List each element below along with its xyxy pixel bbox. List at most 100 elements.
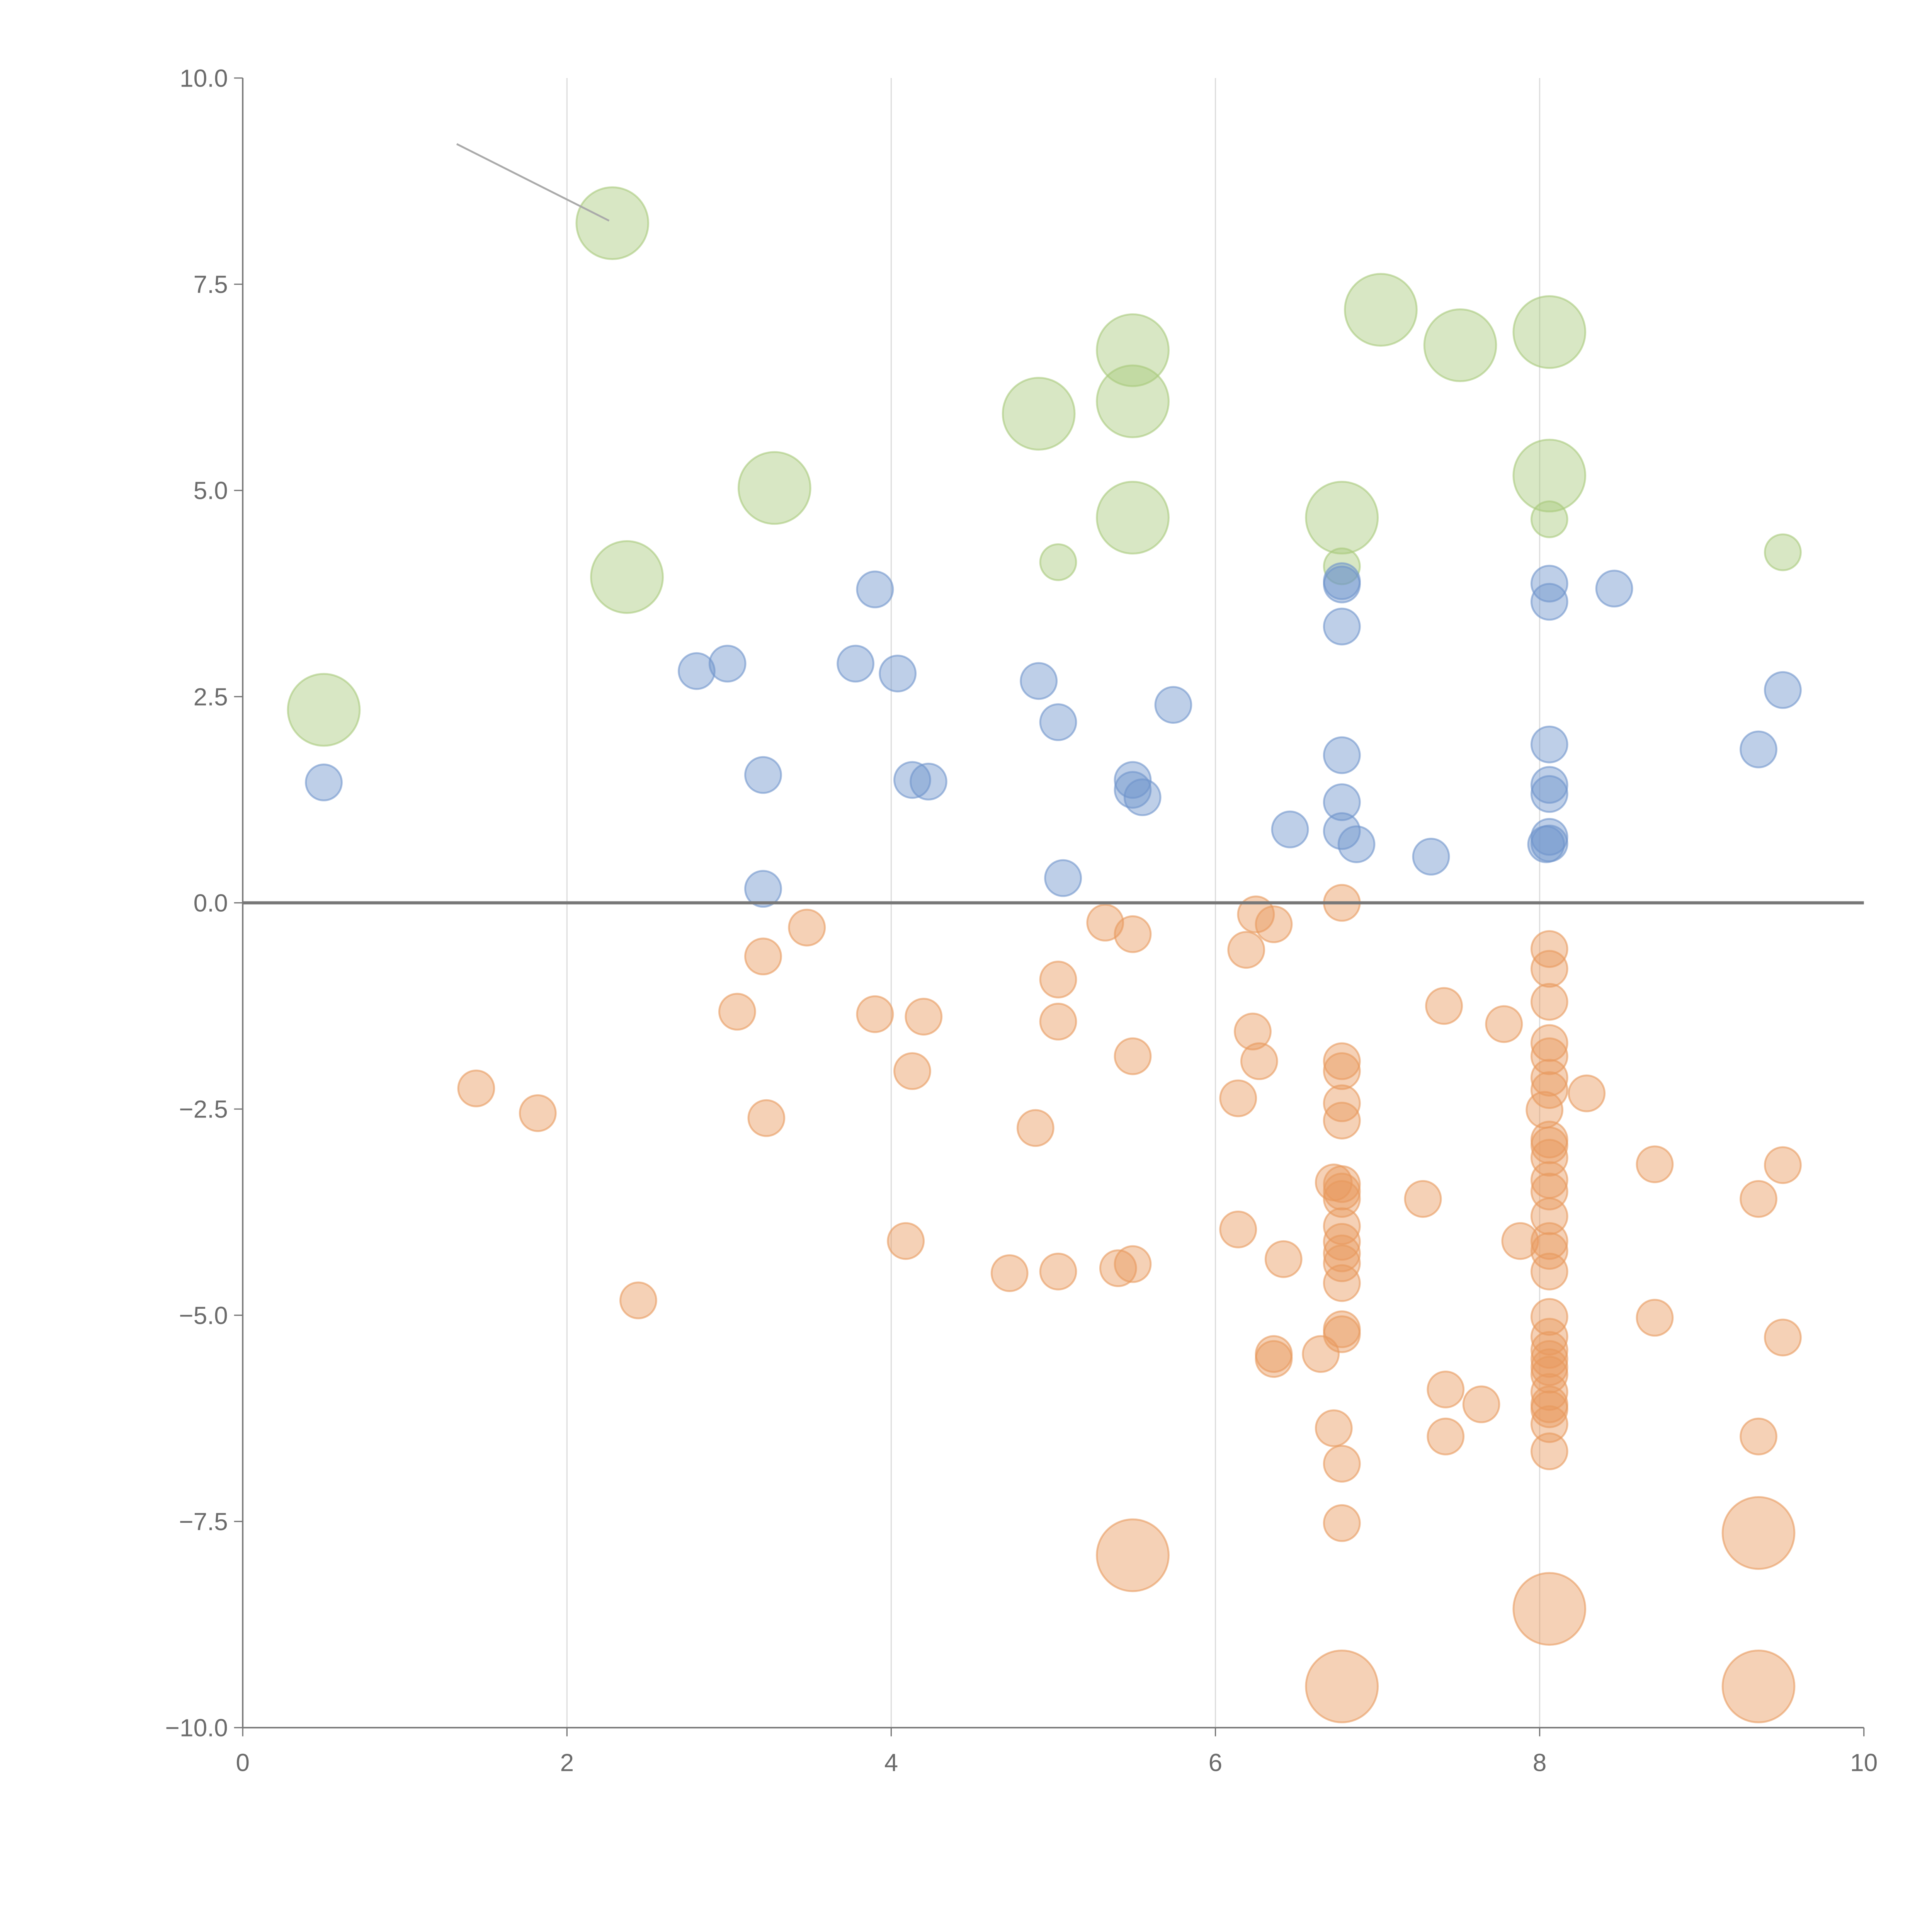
point-blue bbox=[1323, 783, 1361, 821]
point-green bbox=[1764, 533, 1802, 571]
point-orange bbox=[1240, 1042, 1278, 1080]
y-tick: 10.0 bbox=[180, 64, 243, 92]
point-orange bbox=[1323, 1102, 1361, 1139]
point-orange bbox=[1530, 1126, 1568, 1164]
point-orange bbox=[1530, 1390, 1568, 1429]
point-orange bbox=[1302, 1335, 1340, 1373]
point-orange bbox=[1234, 1012, 1272, 1051]
point-orange bbox=[1323, 1445, 1361, 1483]
point-blue bbox=[837, 645, 874, 683]
point-green bbox=[590, 540, 664, 614]
point-orange bbox=[1404, 1180, 1442, 1218]
y-tick-label: 0.0 bbox=[194, 889, 228, 917]
point-blue bbox=[1323, 812, 1361, 850]
point-blue bbox=[1530, 766, 1568, 804]
point-orange bbox=[1530, 950, 1568, 988]
y-tick: −2.5 bbox=[179, 1095, 243, 1123]
annotation-line bbox=[456, 143, 610, 222]
x-tick: 2 bbox=[560, 1728, 574, 1776]
x-tick: 10 bbox=[1850, 1728, 1878, 1776]
point-orange bbox=[1764, 1146, 1802, 1184]
point-orange bbox=[1530, 1318, 1568, 1356]
point-orange bbox=[1530, 1405, 1568, 1443]
y-tick-label: −2.5 bbox=[179, 1095, 228, 1123]
point-blue bbox=[678, 652, 716, 690]
point-blue bbox=[1740, 730, 1777, 769]
point-orange bbox=[1219, 1210, 1257, 1248]
x-tick: 4 bbox=[884, 1728, 898, 1776]
point-orange bbox=[1530, 1298, 1568, 1336]
point-orange bbox=[1323, 1234, 1361, 1272]
point-orange bbox=[1530, 930, 1568, 968]
point-orange bbox=[1721, 1650, 1796, 1723]
point-orange bbox=[1323, 1315, 1361, 1353]
point-orange bbox=[1530, 1059, 1568, 1097]
point-blue bbox=[1123, 778, 1162, 816]
point-orange bbox=[744, 937, 782, 976]
point-orange bbox=[1485, 1005, 1523, 1043]
point-green bbox=[287, 673, 361, 747]
point-blue bbox=[744, 756, 782, 794]
point-orange bbox=[1530, 1232, 1568, 1270]
point-blue bbox=[1323, 607, 1361, 646]
point-blue bbox=[910, 762, 947, 801]
point-orange bbox=[905, 998, 943, 1036]
axes: 10.0 7.5 5.0 2.5 0.0 −2.5 −5.0 −7.5 −10.0 0 2 4 6 8 10 bbox=[165, 64, 1878, 1776]
y-tick: 0.0 bbox=[194, 889, 243, 917]
point-orange bbox=[747, 1099, 786, 1137]
point-orange bbox=[1636, 1299, 1674, 1337]
y-tick: −5.0 bbox=[179, 1301, 243, 1329]
point-orange bbox=[1305, 1650, 1379, 1723]
point-orange bbox=[1427, 1417, 1465, 1456]
point-orange bbox=[1323, 1504, 1361, 1542]
point-orange bbox=[1219, 1079, 1257, 1117]
point-green bbox=[1039, 543, 1077, 581]
data-points bbox=[287, 186, 1802, 1723]
point-green bbox=[1096, 364, 1170, 439]
point-orange bbox=[1039, 1003, 1077, 1041]
point-blue bbox=[1595, 570, 1633, 608]
point-orange bbox=[1323, 1223, 1361, 1261]
point-orange bbox=[1323, 1207, 1361, 1245]
point-orange bbox=[990, 1254, 1029, 1292]
y-tick: 7.5 bbox=[194, 270, 243, 298]
point-orange bbox=[1530, 983, 1568, 1021]
point-orange bbox=[1530, 1037, 1568, 1075]
x-tick-label: 8 bbox=[1533, 1748, 1547, 1776]
point-green bbox=[575, 186, 650, 260]
y-tick-label: 10.0 bbox=[180, 64, 228, 92]
point-orange bbox=[1764, 1318, 1802, 1357]
point-orange bbox=[1568, 1074, 1606, 1112]
point-blue bbox=[1020, 662, 1058, 700]
point-orange bbox=[1114, 915, 1152, 953]
x-tick: 8 bbox=[1533, 1728, 1547, 1776]
point-orange bbox=[856, 995, 894, 1033]
point-orange bbox=[1227, 931, 1265, 969]
point-blue bbox=[879, 655, 917, 692]
point-blue bbox=[1764, 671, 1802, 709]
point-orange bbox=[1315, 1409, 1353, 1447]
point-orange bbox=[457, 1069, 495, 1107]
point-orange bbox=[1099, 1249, 1137, 1287]
point-orange bbox=[1323, 1244, 1361, 1282]
x-tick-label: 2 bbox=[560, 1748, 574, 1776]
point-blue bbox=[708, 645, 747, 683]
point-blue bbox=[1323, 565, 1361, 604]
point-orange bbox=[718, 993, 756, 1031]
point-orange bbox=[1323, 1042, 1361, 1080]
x-tick-label: 10 bbox=[1850, 1748, 1878, 1776]
point-orange bbox=[1501, 1222, 1539, 1260]
point-orange bbox=[1530, 1139, 1568, 1177]
point-green bbox=[1530, 500, 1568, 538]
point-orange bbox=[1237, 895, 1275, 934]
y-tick: 2.5 bbox=[194, 683, 243, 711]
point-blue bbox=[1114, 761, 1152, 799]
point-blue bbox=[856, 570, 894, 609]
point-orange bbox=[1530, 1252, 1568, 1291]
point-orange bbox=[1255, 905, 1293, 943]
point-orange bbox=[1039, 961, 1077, 998]
point-orange bbox=[1721, 1496, 1796, 1570]
point-blue bbox=[1044, 859, 1082, 897]
point-blue bbox=[1337, 825, 1376, 863]
y-tick-label: −7.5 bbox=[179, 1508, 228, 1536]
